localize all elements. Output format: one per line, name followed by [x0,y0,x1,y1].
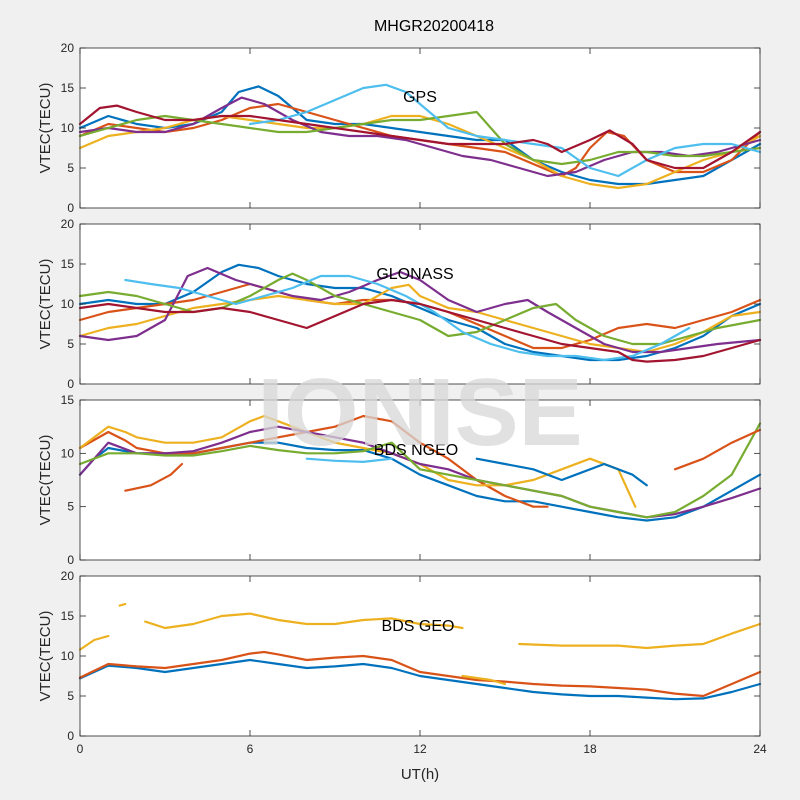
series-line-5 [518,622,762,650]
x-tick-label: 0 [77,742,84,756]
y-tick-label: 5 [67,500,74,514]
panel-annotation: GPS [403,89,437,106]
watermark: IONISE [257,359,582,466]
y-tick-label: 5 [67,689,74,703]
series-line-6 [248,83,762,178]
y-axis-label: VTEC(TECU) [37,435,54,526]
x-tick-label: 6 [247,742,254,756]
series-line-8 [673,428,762,471]
y-axis-label: VTEC(TECU) [37,83,54,174]
series-line-6 [305,457,393,463]
y-tick-label: 10 [61,121,75,135]
plot-area [80,400,760,560]
series-line-5 [78,110,762,166]
y-tick-label: 20 [61,217,75,231]
y-tick-label: 0 [67,553,74,567]
series-line-7 [78,104,762,170]
y-tick-label: 20 [61,41,75,55]
y-tick-label: 15 [61,81,75,95]
y-tick-label: 0 [67,201,74,215]
y-tick-label: 5 [67,337,74,351]
series-line-1 [78,85,762,186]
series-line-3 [78,634,110,651]
panel-annotation: BDS NGEO [374,442,458,459]
y-tick-label: 15 [61,609,75,623]
series-line-9 [124,462,184,492]
plot-area [80,576,760,736]
x-tick-label: 24 [753,742,767,756]
series-line-4 [78,266,762,354]
x-tick-label: 12 [413,742,427,756]
y-axis-label: VTEC(TECU) [37,259,54,350]
series-line-6 [118,602,127,607]
series-line-6 [124,274,691,362]
series-line-7 [78,298,762,363]
x-axis-label: UT(h) [401,766,439,783]
panel-annotation: GLONASS [376,266,453,283]
subplot-4: 0 5 10 15 20 0 6 12 18 24 VTEC(TECU) BDS GEO [37,569,767,756]
y-tick-label: 0 [67,377,74,391]
series-line-1 [78,658,762,701]
figure-title: MHGR20200418 [374,18,494,35]
y-tick-label: 0 [67,729,74,743]
subplot-3: 0 5 10 15 VTEC(TECU) BDS NGEO [37,393,762,567]
series-line-3 [78,414,637,508]
y-tick-label: 5 [67,161,74,175]
y-tick-label: 10 [61,446,75,460]
y-tick-label: 15 [61,393,75,407]
y-tick-label: 20 [61,569,75,583]
y-tick-label: 10 [61,649,75,663]
series-line-4 [144,612,464,630]
subplot-1: 0 5 10 15 20 VTEC(TECU) GPS [37,41,762,215]
series-line-5 [78,422,762,519]
y-tick-label: 10 [61,297,75,311]
series-line-7 [461,674,507,686]
subplot-2: 0 5 10 15 20 VTEC(TECU) GLONASS [37,217,762,391]
subplot-panels: 0 5 10 15 20 VTEC(TECU) GPS 0 5 10 15 20 VTEC(TECU) G… [37,41,767,756]
x-tick-label: 18 [583,742,597,756]
y-axis-label: VTEC(TECU) [37,611,54,702]
y-tick-label: 15 [61,257,75,271]
series-line-7 [475,457,648,487]
series-line-2 [78,650,762,698]
panel-annotation: BDS GEO [382,618,455,635]
